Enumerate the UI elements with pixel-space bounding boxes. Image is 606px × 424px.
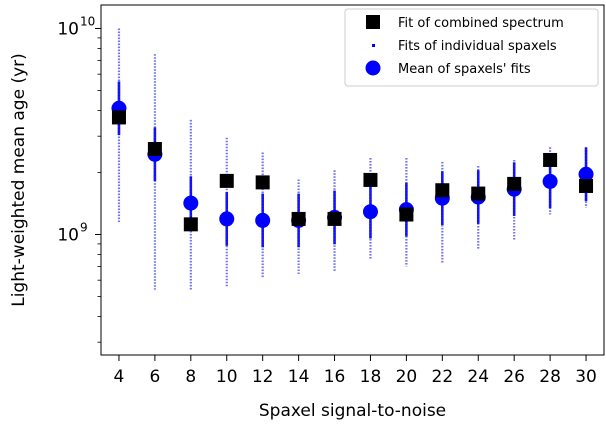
spaxel-mean-point — [219, 211, 235, 227]
legend-box — [344, 8, 599, 87]
legend-marker-individual-spaxels — [372, 44, 375, 47]
x-tick-label: 10 — [216, 367, 238, 387]
combined-fit-point — [219, 173, 234, 188]
y-tick-label: 10 — [57, 19, 79, 39]
x-tick-label: 22 — [432, 367, 454, 387]
legend-label-combined-fit: Fit of combined spectrum — [398, 16, 564, 31]
spaxel-mean-point — [255, 212, 271, 228]
x-axis-label: Spaxel signal-to-noise — [259, 401, 446, 421]
spaxel-mean-point — [542, 173, 558, 189]
x-tick-label: 28 — [539, 367, 561, 387]
combined-fit-point — [507, 176, 522, 191]
combined-fit-point — [291, 211, 306, 226]
combined-fit-point — [435, 183, 450, 198]
x-tick-label: 14 — [288, 367, 310, 387]
combined-fit-point — [363, 172, 378, 187]
x-tick-label: 18 — [360, 367, 382, 387]
y-axis-label: Light-weighted mean age (yr) — [9, 53, 29, 307]
x-axis-ticks: 4 6 8 10 12 14 16 18 20 22 24 26 28 30 — [114, 355, 597, 387]
x-tick-label: 8 — [185, 367, 196, 387]
legend: Fit of combined spectrum Fits of individ… — [344, 8, 599, 87]
x-tick-label: 30 — [575, 367, 597, 387]
spaxel-mean-layer — [111, 100, 594, 228]
x-tick-label: 6 — [149, 367, 160, 387]
y-tick-exponent: 10 — [80, 14, 95, 28]
x-tick-label: 26 — [503, 367, 525, 387]
combined-fit-point — [255, 175, 270, 190]
combined-fit-point — [543, 152, 558, 167]
combined-fit-point — [471, 186, 486, 201]
spaxel-mean-point — [362, 204, 378, 220]
x-tick-label: 24 — [467, 367, 489, 387]
x-tick-label: 16 — [324, 367, 346, 387]
y-tick-exponent: 9 — [80, 220, 88, 234]
x-tick-label: 12 — [252, 367, 274, 387]
combined-fit-point — [399, 207, 414, 222]
spaxel-mean-point — [183, 195, 199, 211]
combined-fit-point — [183, 217, 198, 232]
legend-label-individual-spaxels: Fits of individual spaxels — [398, 39, 557, 54]
combined-fit-point — [147, 141, 162, 156]
legend-label-spaxel-mean: Mean of spaxels' fits — [398, 62, 531, 77]
spaxel-mean-point — [578, 166, 594, 182]
x-tick-label: 20 — [396, 367, 418, 387]
legend-marker-spaxel-mean — [365, 60, 381, 76]
y-tick-label: 10 — [57, 225, 79, 245]
legend-marker-combined-fit — [366, 15, 380, 29]
combined-fit-point — [579, 178, 594, 193]
combined-fit-point — [327, 211, 342, 226]
x-tick-label: 4 — [114, 367, 125, 387]
plot-frame — [100, 4, 605, 356]
combined-fit-point — [111, 110, 126, 125]
combined-fit-layer — [111, 110, 594, 232]
